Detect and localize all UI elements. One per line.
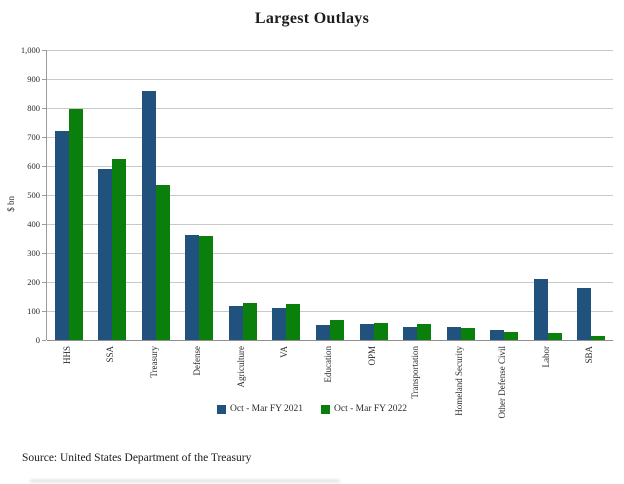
y-tick-label: 700	[27, 132, 40, 142]
bar-transportation-fy2021	[403, 326, 418, 340]
y-tick-label: 200	[27, 277, 40, 287]
y-tick-label: 0	[35, 335, 40, 345]
gridline	[47, 108, 613, 109]
gridline	[47, 166, 613, 167]
y-tick-label: 500	[27, 190, 40, 200]
bar-education-fy2022	[330, 320, 344, 340]
gridline	[47, 282, 613, 283]
gridline	[47, 50, 613, 51]
y-tick-label: 100	[27, 306, 40, 316]
x-tick-label-text: HHS	[61, 346, 72, 365]
bar-labor-fy2021	[533, 279, 548, 340]
y-tick-label: 800	[27, 103, 40, 113]
legend-label: Oct - Mar FY 2021	[230, 404, 303, 414]
y-tick-mark	[42, 108, 46, 109]
y-tick-mark	[42, 137, 46, 138]
bar-hhs-fy2021	[54, 131, 69, 340]
bar-opm-fy2021	[359, 324, 374, 340]
gridline	[47, 253, 613, 254]
bar-education-fy2021	[316, 324, 330, 340]
y-tick-mark	[42, 166, 46, 167]
legend-label: Oct - Mar FY 2022	[334, 404, 407, 414]
x-tick-label-text: Defense	[192, 346, 203, 376]
bar-defense-fy2021	[185, 235, 200, 340]
cropped-text-artifact	[30, 479, 340, 483]
legend-swatch-icon	[321, 404, 330, 414]
legend-item-fy2022: Oct - Mar FY 2022	[321, 404, 407, 414]
y-tick-label: 1,000	[20, 45, 40, 55]
bar-agriculture-fy2022	[242, 302, 257, 340]
gridline	[47, 79, 613, 80]
bar-homeland-security-fy2022	[460, 328, 475, 340]
x-tick-label-text: OPM	[366, 346, 377, 366]
y-tick-mark	[42, 50, 46, 51]
bar-sba-fy2022	[591, 335, 606, 340]
bar-ssa-fy2021	[98, 169, 113, 340]
bar-treasury-fy2021	[141, 90, 156, 340]
bar-va-fy2021	[272, 307, 287, 340]
gridline	[47, 137, 613, 138]
bar-treasury-fy2022	[155, 185, 170, 340]
y-tick-label: 400	[27, 219, 40, 229]
x-tick-label-text: Homeland Security	[453, 346, 464, 416]
bar-ssa-fy2022	[112, 159, 127, 340]
gridline	[47, 311, 613, 312]
bar-defense-fy2022	[199, 236, 214, 340]
legend-swatch-icon	[217, 404, 226, 414]
y-tick-mark	[42, 311, 46, 312]
chart-legend: Oct - Mar FY 2021 Oct - Mar FY 2022	[0, 404, 624, 414]
bar-other-defense-civil-fy2022	[504, 331, 519, 340]
bar-agriculture-fy2021	[228, 306, 243, 340]
plot-area	[42, 50, 613, 341]
y-tick-label: 600	[27, 161, 40, 171]
x-tick-label-text: Education	[323, 346, 333, 383]
bar-opm-fy2022	[373, 323, 388, 340]
bar-labor-fy2022	[547, 332, 562, 340]
x-tick-label-text: Transportation	[410, 346, 421, 399]
x-tick-label-text: Other Defense Civil	[497, 346, 508, 419]
y-tick-label: 900	[27, 74, 40, 84]
chart-title: Largest Outlays	[254, 10, 370, 27]
y-tick-mark	[42, 79, 46, 80]
bar-hhs-fy2022	[68, 109, 83, 340]
y-tick-mark	[42, 282, 46, 283]
y-tick-mark	[42, 253, 46, 254]
legend-item-fy2021: Oct - Mar FY 2021	[217, 404, 303, 414]
bar-homeland-security-fy2021	[446, 326, 461, 340]
bar-sba-fy2021	[577, 288, 592, 340]
y-tick-label: 300	[27, 248, 40, 258]
x-tick-label-text: SSA	[105, 346, 116, 363]
y-tick-mark	[42, 340, 46, 341]
x-tick-label-text: Treasury	[148, 346, 159, 378]
gridline	[47, 224, 613, 225]
y-tick-mark	[42, 195, 46, 196]
bar-other-defense-civil-fy2021	[490, 330, 505, 340]
bar-va-fy2022	[286, 304, 301, 340]
bar-transportation-fy2022	[417, 324, 432, 340]
gridline	[47, 195, 613, 196]
y-tick-mark	[42, 224, 46, 225]
x-tick-label-text: Labor	[540, 346, 551, 368]
x-tick-label-text: VA	[279, 346, 290, 358]
source-note: Source: United States Department of the …	[22, 452, 252, 464]
x-axis-line	[47, 340, 613, 341]
x-tick-label-text: SBA	[584, 346, 595, 364]
x-tick-label-text: Agriculture	[235, 346, 246, 388]
